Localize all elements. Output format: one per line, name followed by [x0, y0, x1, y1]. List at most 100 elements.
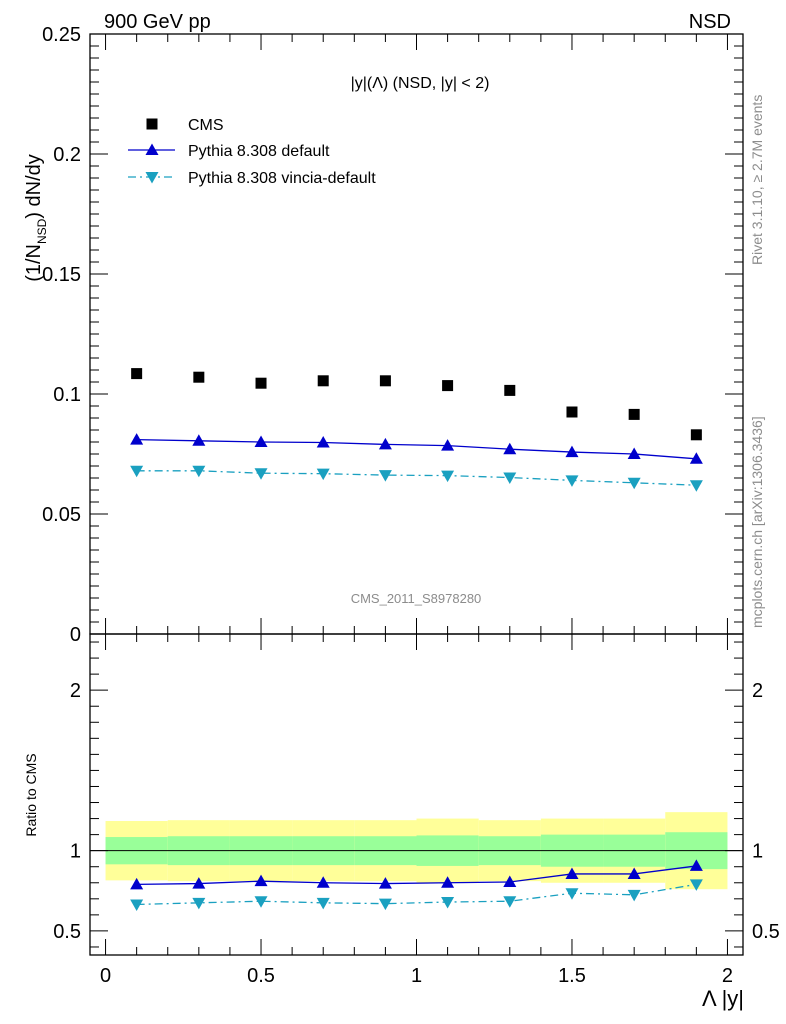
ratio-point	[503, 896, 517, 908]
top-series-1	[130, 433, 703, 464]
data-point	[689, 452, 703, 464]
data-point	[192, 465, 206, 478]
ratio-series-0	[130, 859, 703, 890]
ratio-bands	[90, 812, 743, 890]
x-tick-label: 1.5	[558, 965, 586, 987]
ratio-point	[441, 876, 455, 888]
series-line	[136, 470, 697, 486]
data-point	[316, 435, 330, 448]
data-point	[255, 377, 267, 389]
top-y-tick-label: 0.05	[42, 504, 81, 526]
legend-label: Pythia 8.308 default	[188, 143, 330, 160]
top-y-tick-label: 0.1	[53, 384, 81, 406]
bottom-panel-frame	[89, 633, 744, 956]
ratio-point	[316, 876, 330, 888]
legend-entry-1: Pythia 8.308 default	[128, 143, 330, 160]
bottom-y-tick-label: 1	[70, 841, 81, 863]
data-point	[689, 480, 703, 492]
top-y-tick-label: 0.2	[53, 144, 81, 166]
mcplots-note: mcplots.cern.ch [arXiv:1306.3436]	[749, 416, 765, 628]
ratio-point	[627, 889, 641, 902]
bottom-y-tick-label-right: 0.5	[752, 921, 780, 943]
bottom-y-tick-label: 2	[70, 680, 81, 702]
data-series	[130, 368, 703, 911]
top-series-0	[131, 368, 702, 441]
data-point	[130, 433, 144, 445]
data-point	[379, 375, 391, 387]
data-point	[442, 380, 454, 392]
ratio-point	[254, 874, 268, 887]
top-y-axis-label: (1/NNSD) dN/dy	[23, 154, 49, 282]
data-point	[627, 477, 641, 490]
data-point	[441, 470, 455, 483]
ratio-point	[378, 898, 392, 911]
ratio-point	[192, 877, 206, 889]
ratio-point	[130, 877, 144, 890]
legend: CMS Pythia 8.308 default Pythia 8.308 vinc…	[128, 117, 376, 187]
legend-label: Pythia 8.308 vincia-default	[188, 170, 376, 187]
ratio-point	[689, 859, 703, 871]
data-point	[192, 434, 206, 446]
legend-entry-0: CMS	[146, 117, 224, 134]
data-point	[690, 429, 702, 441]
data-point	[254, 435, 268, 447]
ratio-point	[565, 888, 579, 900]
data-point	[441, 439, 455, 451]
series-line	[136, 438, 697, 460]
data-point	[193, 371, 205, 383]
ratio-point	[441, 897, 455, 909]
legend-marker	[145, 143, 159, 155]
ratio-point	[130, 899, 144, 911]
ratio-point	[254, 896, 268, 908]
ratio-point	[503, 875, 517, 887]
data-point	[378, 470, 392, 482]
data-point	[316, 468, 330, 481]
analysis-id: CMS_2011_S8978280	[351, 591, 482, 606]
top-y-tick-label: 0	[70, 624, 81, 646]
data-point	[565, 475, 579, 487]
ratio-point	[192, 897, 206, 910]
data-point	[130, 465, 144, 478]
data-point	[378, 437, 392, 450]
data-point	[627, 447, 641, 459]
x-tick-label: 1	[411, 965, 422, 987]
data-point	[317, 375, 329, 387]
data-point	[131, 368, 143, 380]
data-point	[628, 408, 640, 420]
ratio-point	[378, 877, 392, 889]
bottom-y-tick-label-right: 1	[752, 841, 763, 863]
data-point	[504, 384, 516, 396]
data-point	[565, 445, 579, 458]
rivet-note: Rivet 3.1.10, ≥ 2.7M events	[749, 95, 765, 265]
legend-marker	[145, 172, 159, 184]
ratio-line	[136, 883, 697, 906]
axis-ticks: 0 0.5 1 1.5 2 0 0.05 0.1 0.15 0.2 0.25 0.5 0.5 1 1 2 2	[42, 24, 780, 987]
x-tick-label: 0.5	[247, 965, 275, 987]
top-series-2	[130, 465, 703, 492]
ratio-point	[316, 897, 330, 910]
bottom-y-tick-label-right: 2	[752, 680, 763, 702]
ratio-point	[565, 867, 579, 879]
x-tick-label: 0	[100, 965, 111, 987]
header-left: 900 GeV pp	[104, 11, 211, 33]
ratio-point	[689, 879, 703, 891]
legend-marker	[146, 118, 158, 130]
legend-entry-2: Pythia 8.308 vincia-default	[128, 170, 376, 187]
top-y-tick-label: 0.25	[42, 24, 81, 46]
svg-text:(1/NNSD) dN/dy: (1/NNSD) dN/dy	[23, 154, 49, 282]
legend-label: CMS	[188, 117, 224, 134]
bottom-y-axis-label: Ratio to CMS	[23, 753, 39, 836]
data-point	[254, 468, 268, 480]
x-tick-label: 2	[722, 965, 733, 987]
x-axis-label: Λ |y|	[702, 986, 744, 1011]
plot-title: |y|(Λ) (NSD, |y| < 2)	[351, 75, 490, 92]
ratio-line	[136, 865, 697, 886]
top-y-tick-label: 0.15	[42, 264, 81, 286]
data-point	[566, 406, 578, 418]
ratio-point	[627, 867, 641, 879]
bottom-y-tick-label: 0.5	[53, 921, 81, 943]
header-right: NSD	[689, 11, 731, 33]
ratio-series-1	[130, 879, 703, 911]
data-point	[503, 472, 517, 485]
